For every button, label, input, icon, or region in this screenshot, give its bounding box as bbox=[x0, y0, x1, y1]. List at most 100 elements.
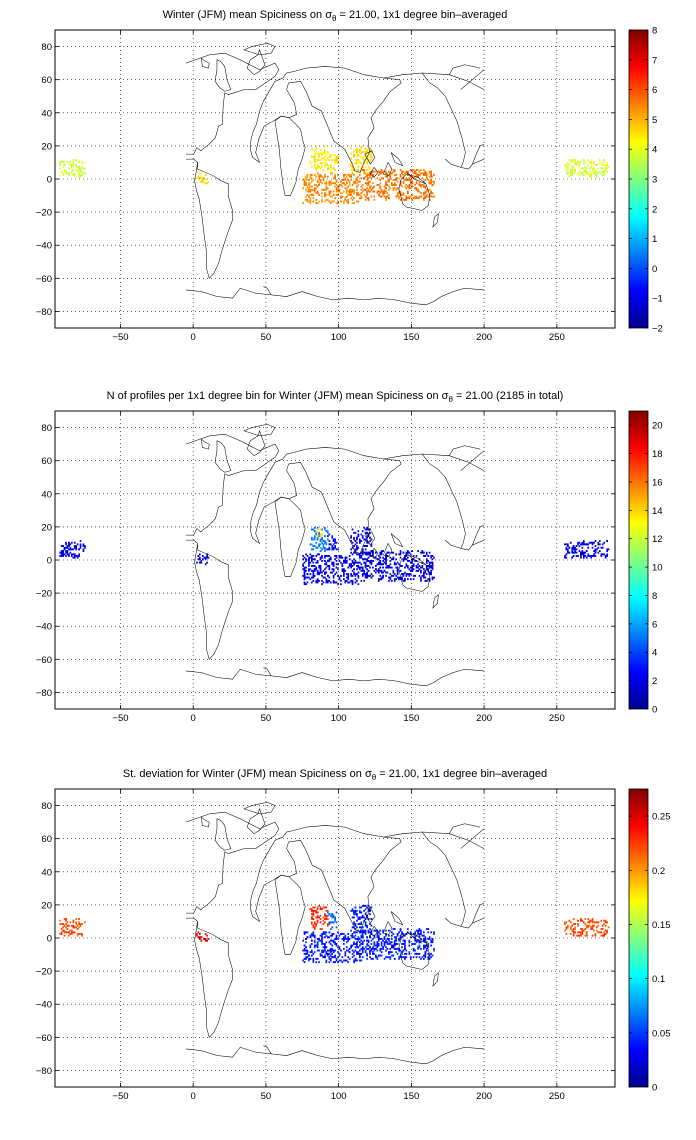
data-bin bbox=[584, 918, 587, 920]
data-bin bbox=[354, 578, 357, 581]
data-bin bbox=[344, 198, 347, 201]
data-bin bbox=[200, 936, 203, 939]
data-bin bbox=[431, 576, 434, 579]
data-bin bbox=[392, 551, 395, 554]
data-bin bbox=[357, 916, 360, 919]
data-bin bbox=[399, 169, 402, 171]
data-bin bbox=[359, 149, 361, 152]
data-bin bbox=[309, 193, 312, 196]
data-bin bbox=[309, 578, 312, 581]
data-bin bbox=[580, 919, 582, 922]
data-bin bbox=[329, 155, 332, 158]
data-bin bbox=[423, 574, 425, 577]
map-panel-1: Winter (JFM) mean Spiciness on σθ = 21.0… bbox=[36, 9, 663, 343]
data-bin bbox=[391, 172, 393, 175]
data-bin bbox=[343, 202, 345, 205]
y-tick-label: −80 bbox=[36, 1066, 52, 1077]
data-bin bbox=[329, 184, 332, 186]
data-bin bbox=[571, 551, 574, 554]
data-bin bbox=[325, 530, 328, 533]
y-tick-label: 80 bbox=[41, 42, 52, 53]
data-bin bbox=[367, 931, 370, 934]
y-tick-label: 60 bbox=[41, 75, 52, 86]
data-bin bbox=[366, 160, 368, 163]
data-bin bbox=[565, 546, 568, 549]
data-bin bbox=[303, 944, 306, 947]
data-bin bbox=[59, 555, 62, 557]
data-bin bbox=[312, 906, 315, 909]
data-bin bbox=[575, 548, 578, 551]
data-bin bbox=[63, 553, 66, 556]
data-bin bbox=[580, 553, 582, 556]
data-bin bbox=[341, 195, 344, 198]
data-bin bbox=[197, 558, 200, 561]
data-bin bbox=[382, 556, 384, 559]
data-bin bbox=[392, 558, 395, 561]
data-bin bbox=[302, 558, 304, 561]
data-bin bbox=[327, 535, 329, 538]
data-bin bbox=[392, 944, 395, 947]
data-bin bbox=[327, 923, 329, 925]
data-bin bbox=[324, 175, 326, 178]
data-bin bbox=[420, 947, 422, 950]
data-bin bbox=[321, 943, 323, 945]
data-bin bbox=[350, 188, 352, 191]
data-bin bbox=[405, 558, 408, 561]
data-bin bbox=[370, 195, 373, 198]
data-bin bbox=[354, 938, 357, 940]
data-bin bbox=[316, 957, 319, 960]
data-bin bbox=[407, 179, 409, 181]
data-bin bbox=[65, 541, 67, 544]
data-bin bbox=[72, 924, 75, 927]
data-bin bbox=[79, 933, 82, 935]
data-bin bbox=[60, 550, 63, 552]
data-bin bbox=[353, 936, 355, 939]
data-bin bbox=[411, 558, 414, 561]
data-bin bbox=[356, 579, 358, 582]
data-bin bbox=[603, 934, 606, 937]
data-bin bbox=[318, 579, 320, 582]
data-bin bbox=[348, 175, 351, 178]
data-bin bbox=[418, 182, 421, 185]
data-bin bbox=[423, 573, 425, 576]
data-bin bbox=[391, 938, 393, 940]
data-bin bbox=[315, 546, 318, 549]
data-bin bbox=[69, 548, 72, 551]
data-bin bbox=[591, 918, 594, 920]
data-bin bbox=[351, 560, 354, 562]
data-bin bbox=[376, 933, 379, 935]
data-bin bbox=[327, 560, 329, 562]
data-bin bbox=[337, 931, 339, 934]
data-bin bbox=[367, 565, 370, 567]
data-bin bbox=[308, 954, 310, 957]
data-bin bbox=[373, 198, 376, 201]
data-bin bbox=[332, 565, 335, 567]
data-bin bbox=[364, 924, 367, 927]
data-bin bbox=[415, 188, 418, 191]
data-bin bbox=[571, 556, 574, 559]
data-bin bbox=[591, 555, 594, 557]
data-bin bbox=[382, 931, 384, 934]
data-bin bbox=[414, 933, 416, 935]
data-bin bbox=[600, 172, 603, 175]
data-bin bbox=[308, 179, 310, 181]
data-bin bbox=[312, 918, 315, 920]
data-bin bbox=[572, 923, 575, 925]
data-bin bbox=[402, 579, 405, 582]
data-bin bbox=[367, 188, 370, 191]
data-bin bbox=[408, 574, 411, 577]
data-bin bbox=[356, 565, 358, 567]
data-bin bbox=[327, 150, 329, 153]
data-bin bbox=[418, 941, 421, 944]
data-bin bbox=[360, 916, 363, 919]
data-bin bbox=[369, 528, 371, 531]
data-bin bbox=[343, 561, 345, 564]
data-bin bbox=[322, 943, 325, 945]
data-bin bbox=[379, 578, 382, 581]
data-bin bbox=[312, 961, 315, 964]
data-bin bbox=[369, 949, 371, 952]
data-bin bbox=[372, 182, 374, 185]
data-bin bbox=[581, 541, 584, 544]
data-bin bbox=[588, 555, 591, 557]
data-bin bbox=[581, 919, 584, 922]
